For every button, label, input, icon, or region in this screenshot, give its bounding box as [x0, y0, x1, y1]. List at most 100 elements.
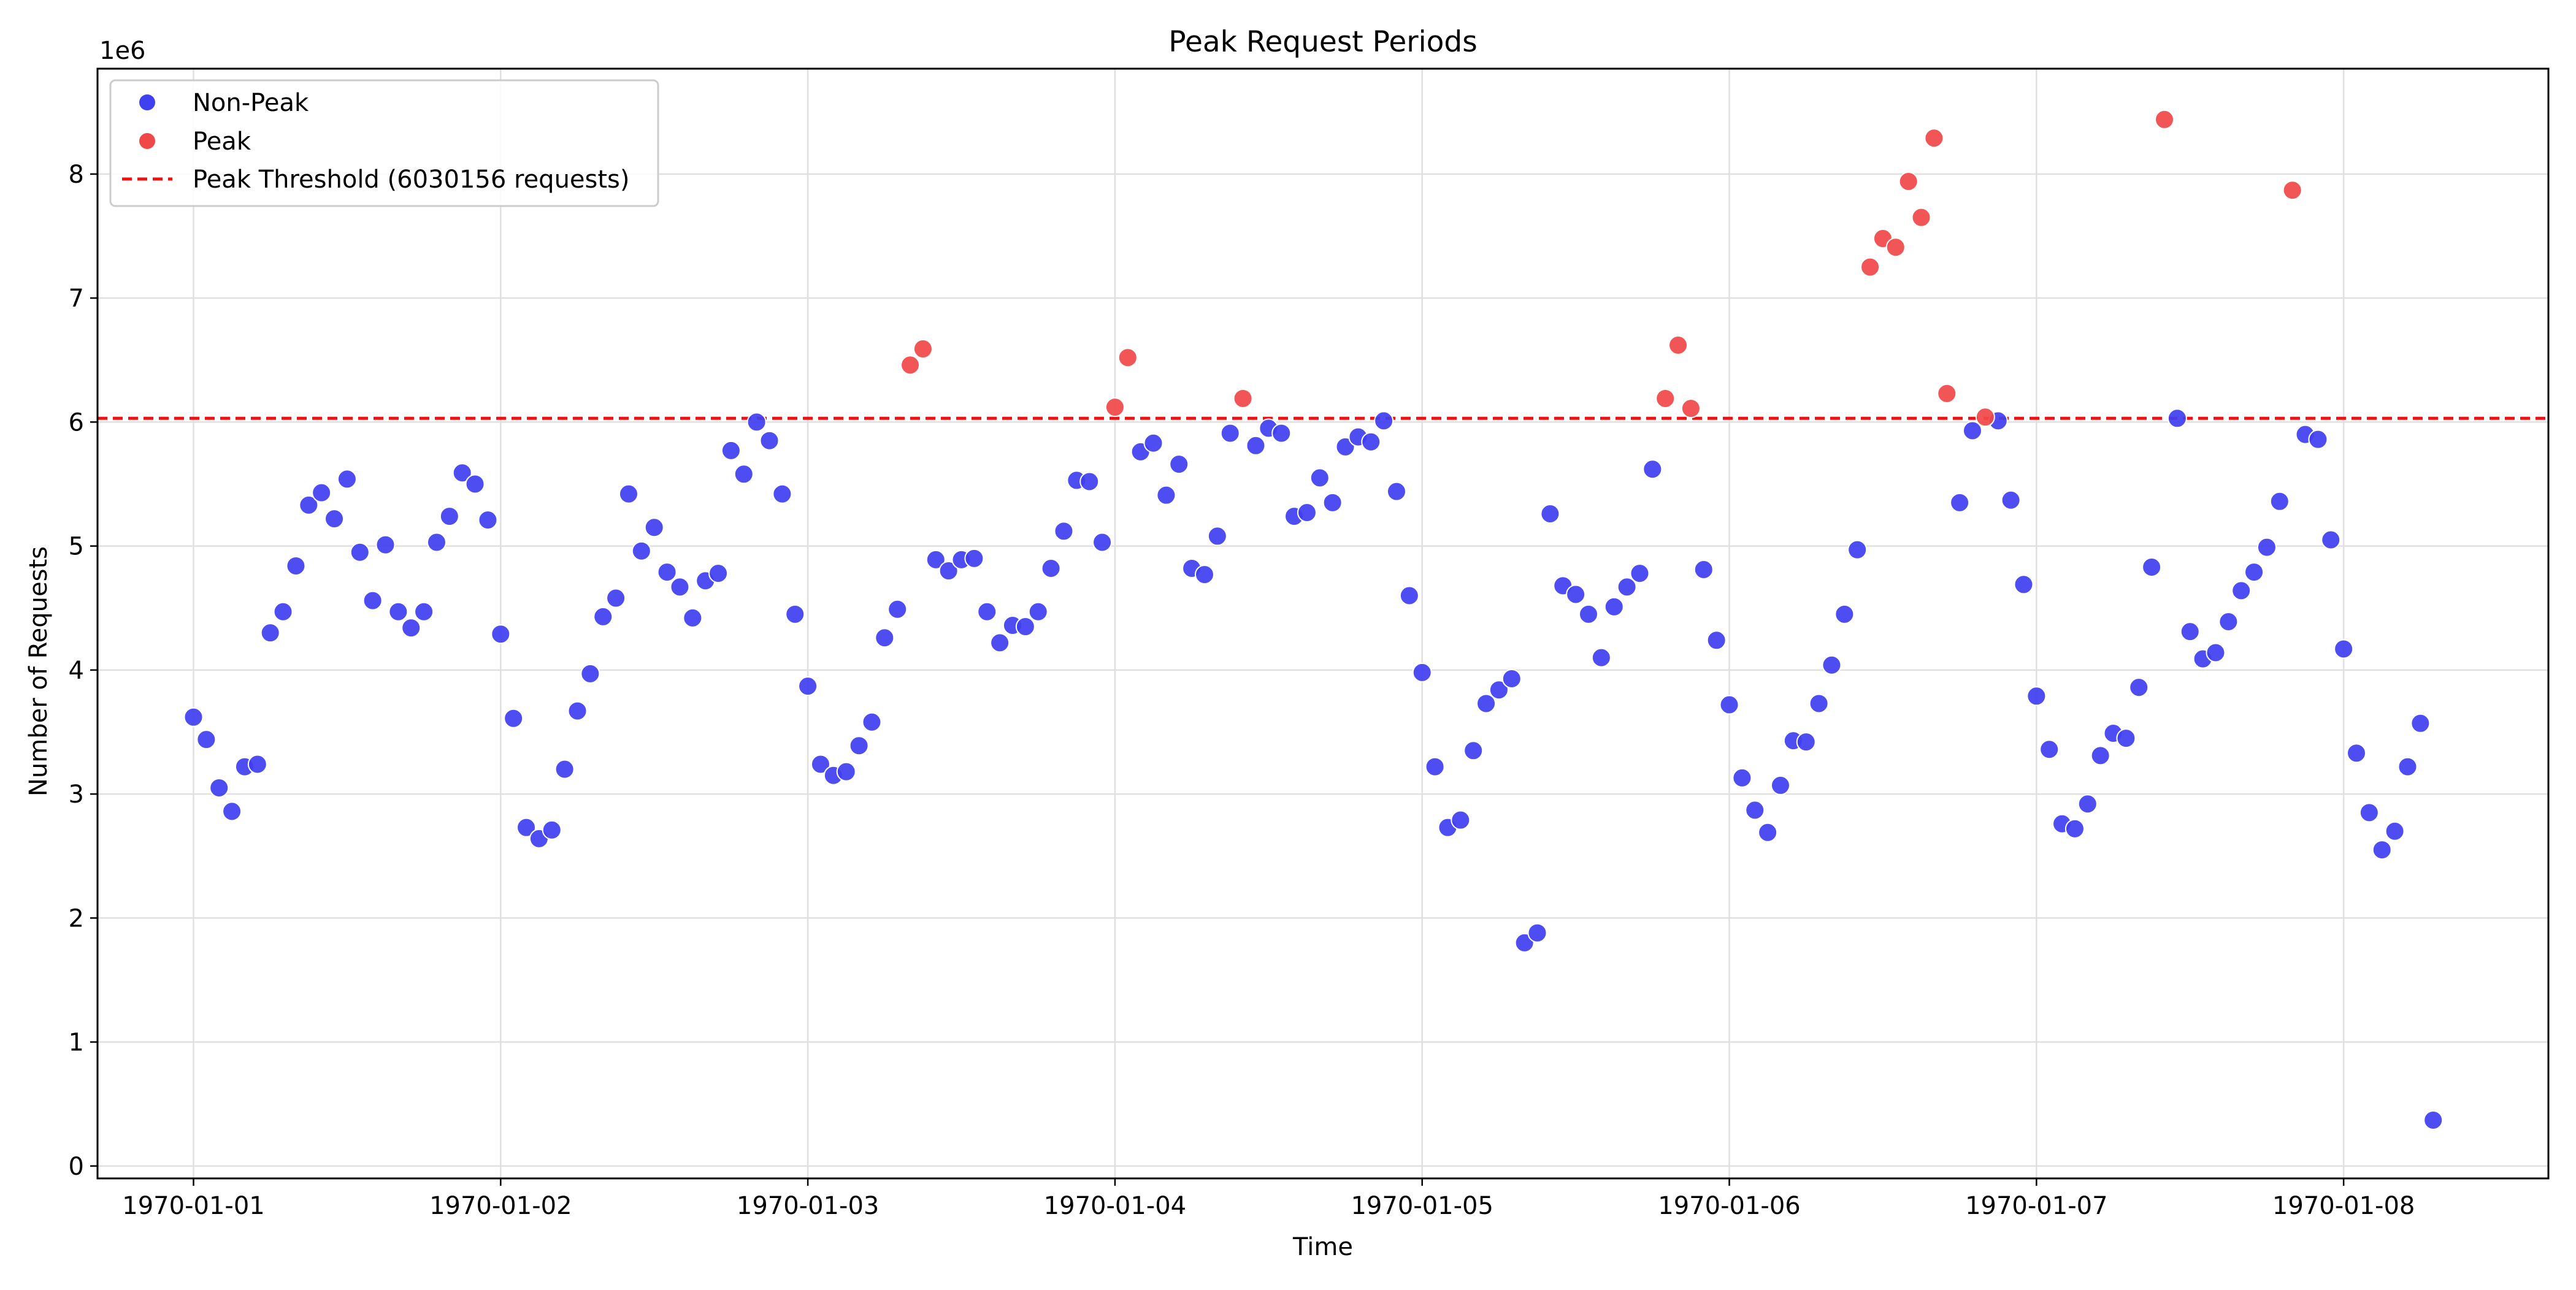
nonpeak-point [1079, 471, 1100, 492]
nonpeak-point [324, 509, 345, 529]
nonpeak-point [2129, 677, 2149, 698]
nonpeak-point [2372, 840, 2392, 860]
x-tick-label: 1970-01-05 [1351, 1192, 1493, 1220]
nonpeak-point [2180, 622, 2200, 642]
nonpeak-point [2321, 530, 2341, 550]
y-tick-label: 8 [69, 161, 84, 189]
nonpeak-point [785, 604, 805, 624]
nonpeak-point [2014, 574, 2034, 595]
nonpeak-point [1591, 647, 1611, 668]
nonpeak-point [606, 588, 626, 608]
legend-threshold-label: Peak Threshold (6030156 requests) [193, 166, 630, 194]
x-tick-label: 1970-01-02 [429, 1192, 572, 1220]
peak-point [1117, 348, 1138, 368]
nonpeak-point [2308, 429, 2328, 449]
nonpeak-point [1194, 565, 1214, 585]
peak-point [1924, 128, 1944, 148]
y-tick-label: 2 [69, 904, 84, 933]
nonpeak-point [1770, 775, 1790, 795]
nonpeak-point [977, 601, 997, 622]
peak-point [913, 339, 933, 359]
y-axis-label: Number of Requests [25, 546, 53, 796]
nonpeak-point [670, 577, 690, 597]
nonpeak-point [567, 701, 588, 721]
peak-point [2154, 109, 2174, 129]
y-tick-label: 4 [69, 657, 84, 685]
nonpeak-point [657, 562, 677, 582]
nonpeak-point [465, 474, 485, 494]
nonpeak-point [183, 707, 204, 727]
nonpeak-point [2231, 581, 2252, 601]
nonpeak-point [875, 628, 895, 648]
nonpeak-point [810, 754, 830, 774]
nonpeak-point [452, 463, 472, 483]
peak-point [1860, 257, 1880, 277]
nonpeak-point [1540, 504, 1560, 524]
nonpeak-point [1463, 741, 1484, 761]
nonpeak-point [759, 430, 780, 451]
nonpeak-point [580, 663, 600, 684]
nonpeak-point [1809, 693, 1829, 714]
nonpeak-point [849, 736, 869, 756]
nonpeak-point [273, 601, 293, 622]
nonpeak-point [1451, 810, 1471, 830]
nonpeak-point [337, 469, 357, 489]
nonpeak-point [1834, 604, 1855, 624]
nonpeak-point [504, 708, 524, 728]
nonpeak-point [1156, 485, 1176, 505]
nonpeak-point [1399, 586, 1419, 606]
nonpeak-point [439, 506, 459, 527]
nonpeak-point [2090, 746, 2110, 766]
nonpeak-point [426, 532, 447, 552]
nonpeak-point [2206, 643, 2226, 663]
nonpeak-point [2423, 1110, 2444, 1130]
peak-point [1233, 388, 1253, 408]
y-tick-label: 3 [69, 780, 84, 809]
y-axis-multiplier: 1e6 [99, 37, 146, 65]
nonpeak-point [938, 561, 959, 581]
nonpeak-point [683, 608, 703, 628]
x-tick-label: 1970-01-04 [1044, 1192, 1186, 1220]
nonpeak-point [1374, 411, 1394, 431]
y-tick-label: 5 [69, 533, 84, 561]
nonpeak-point [1745, 800, 1765, 820]
nonpeak-point [836, 761, 856, 782]
nonpeak-point [2398, 757, 2418, 777]
nonpeak-point [798, 676, 818, 697]
nonpeak-point [1143, 433, 1163, 453]
nonpeak-point [414, 601, 434, 622]
nonpeak-point [1015, 617, 1035, 637]
nonpeak-point [1054, 521, 1074, 541]
nonpeak-point [1732, 768, 1752, 788]
nonpeak-point [2142, 557, 2162, 577]
nonpeak-point [990, 633, 1010, 653]
x-tick-label: 1970-01-03 [737, 1192, 879, 1220]
nonpeak-point [1501, 668, 1522, 689]
legend-nonpeak-label: Non-Peak [193, 89, 309, 117]
nonpeak-point [1962, 421, 1982, 441]
nonpeak-point [887, 599, 908, 619]
nonpeak-point [2001, 490, 2021, 510]
nonpeak-point [299, 495, 319, 515]
nonpeak-point [491, 624, 511, 644]
nonpeak-point [554, 759, 575, 779]
peak-point [1655, 388, 1676, 408]
nonpeak-point [2269, 491, 2290, 511]
x-tick-label: 1970-01-07 [1965, 1192, 2107, 1220]
nonpeak-point [721, 440, 741, 460]
nonpeak-point [286, 555, 306, 576]
y-tick-label: 6 [69, 408, 84, 437]
nonpeak-point [1207, 526, 1227, 546]
nonpeak-point [1092, 532, 1113, 552]
nonpeak-point [2064, 819, 2085, 839]
nonpeak-point [2256, 537, 2277, 557]
nonpeak-point [1617, 577, 1637, 597]
nonpeak-point [964, 548, 984, 568]
nonpeak-point [362, 590, 383, 611]
nonpeak-point [926, 549, 946, 570]
nonpeak-point [2346, 743, 2366, 763]
nonpeak-point [862, 712, 882, 732]
nonpeak-point [2385, 821, 2405, 841]
nonpeak-point [1489, 680, 1509, 700]
